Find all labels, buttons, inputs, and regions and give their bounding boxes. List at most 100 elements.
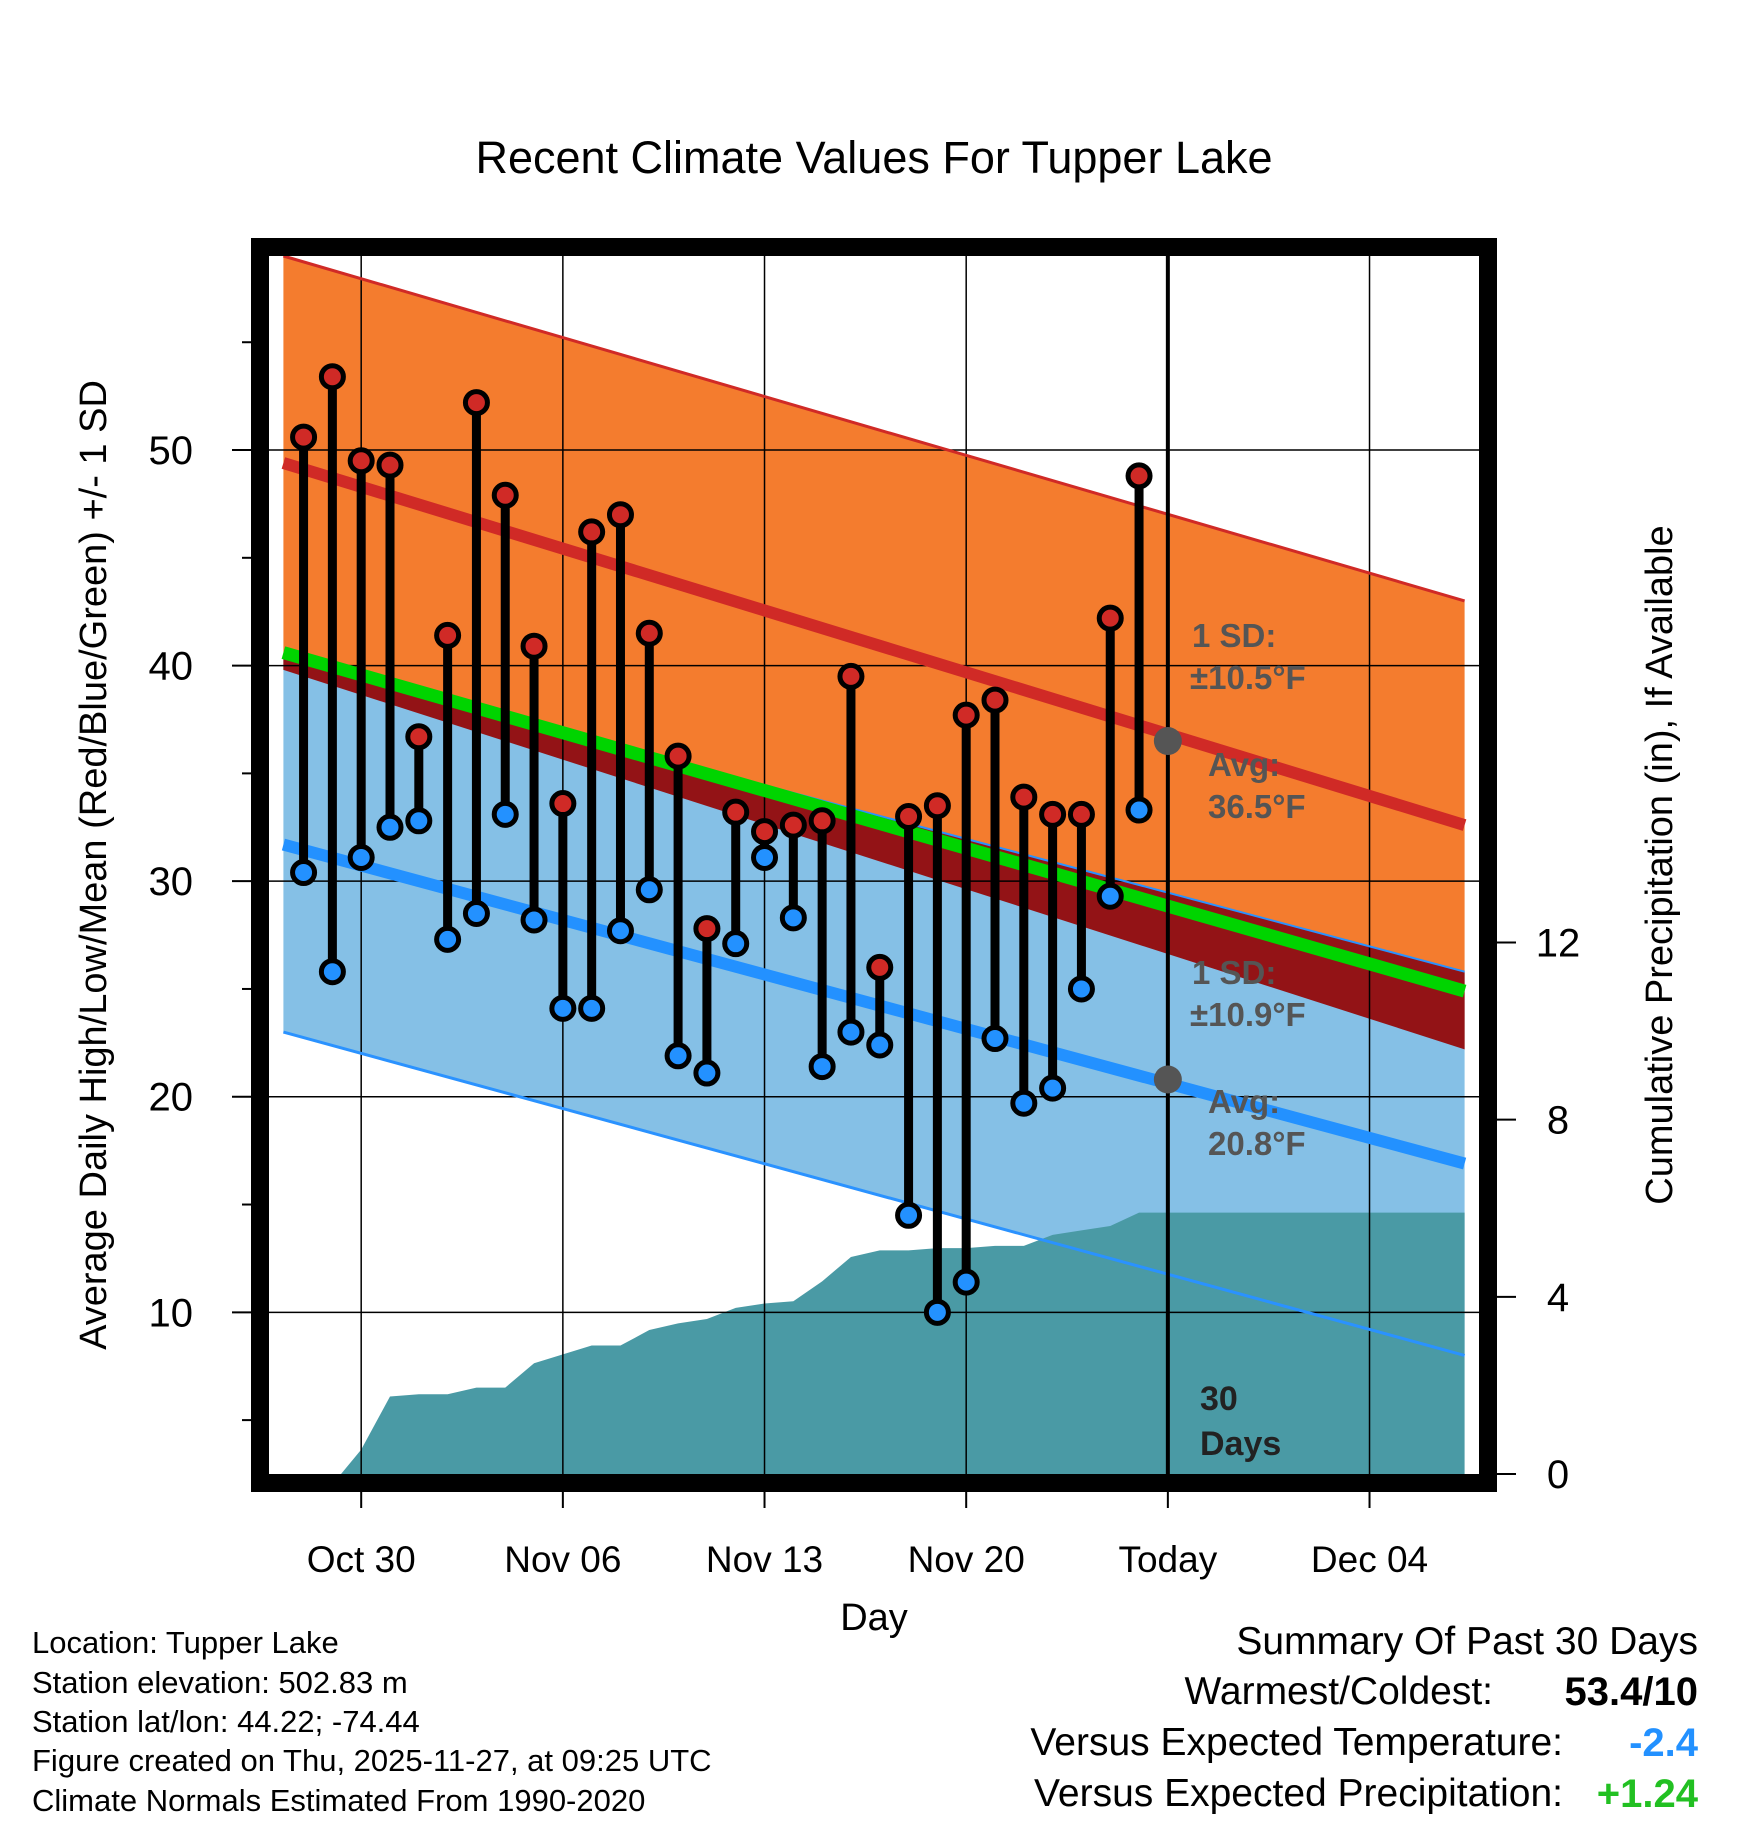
day-high-point [318, 363, 346, 391]
day-low-point [635, 876, 663, 904]
summary-title: Summary Of Past 30 Days [1236, 1620, 1698, 1663]
x-tick-label: Nov 06 [504, 1539, 621, 1580]
day-low-point [376, 813, 404, 841]
day-high-point [347, 447, 375, 475]
low-sd-value: ±10.9°F [1190, 996, 1306, 1033]
day-low-point [664, 1042, 692, 1070]
y-right-tick-label: 8 [1547, 1099, 1569, 1143]
y-axis-label-right: Cumulative Precipitation (in), If Availa… [1639, 525, 1681, 1204]
day-low-point [347, 843, 375, 871]
warm-cold-label: Warmest/Coldest: [1184, 1670, 1493, 1713]
day-low-point [520, 906, 548, 934]
day-low-point [290, 859, 318, 887]
high-avg-value: 36.5°F [1208, 788, 1306, 825]
day-low-point [462, 900, 490, 928]
y-right-tick-label: 0 [1547, 1453, 1569, 1497]
y-tick-label: 40 [149, 645, 194, 689]
day-low-point [981, 1025, 1009, 1053]
warm-cold-value: 53.4/10 [1564, 1670, 1698, 1714]
day-high-point [952, 701, 980, 729]
x-tick-label: Nov 20 [908, 1539, 1025, 1580]
station-elevation: Station elevation: 502.83 m [32, 1665, 408, 1700]
day-high-point [722, 798, 750, 826]
y-axis-left: 10 20 30 40 50 [149, 341, 251, 1422]
day-low-point [722, 930, 750, 958]
high-avg-label: Avg: [1208, 746, 1280, 783]
low-sd-lower-edge [283, 1030, 1465, 1357]
high-sd-upper-edge [282, 254, 1466, 603]
station-location: Location: Tupper Lake [32, 1625, 339, 1660]
high-sd-value: ±10.5°F [1190, 659, 1306, 696]
precip-label: Versus Expected Precipitation: [1034, 1772, 1563, 1815]
high-sd-label: 1 SD: [1192, 617, 1276, 654]
day-low-point [1096, 882, 1124, 910]
day-high-point [866, 953, 894, 981]
day-high-point [491, 481, 519, 509]
days-label-number: 30 [1200, 1380, 1238, 1418]
day-high-point [1010, 783, 1038, 811]
day-high-point [779, 811, 807, 839]
day-low-point [606, 917, 634, 945]
chart-title: Recent Climate Values For Tupper Lake [475, 132, 1272, 183]
low-sd-label: 1 SD: [1192, 954, 1276, 991]
day-low-point [405, 807, 433, 835]
day-low-point [1010, 1089, 1038, 1117]
station-latlon: Station lat/lon: 44.22; -74.44 [32, 1704, 420, 1739]
y-axis-label-left: Average Daily High/Low/Mean (Red/Blue/Gr… [73, 380, 115, 1350]
x-axis: Oct 30 Nov 06 Nov 13 Nov 20 Today Dec 04 [307, 1492, 1428, 1580]
day-high-point [290, 423, 318, 451]
precipitation-area [341, 1212, 1465, 1474]
day-low-point [491, 800, 519, 828]
day-low-point [318, 958, 346, 986]
days-label-text: Days [1200, 1425, 1281, 1463]
day-low-point [837, 1018, 865, 1046]
today-high-avg-dot [1153, 727, 1182, 756]
y-right-tick-label: 4 [1547, 1276, 1569, 1320]
daily-bars [290, 363, 1153, 1326]
temp-label: Versus Expected Temperature: [1030, 1721, 1563, 1764]
day-low-point [779, 904, 807, 932]
day-high-point [549, 790, 577, 818]
day-high-point [1039, 800, 1067, 828]
low-avg-value: 20.8°F [1208, 1125, 1306, 1162]
day-high-point [606, 501, 634, 529]
x-tick-label: Oct 30 [307, 1539, 416, 1580]
day-high-point [751, 818, 779, 846]
temp-value: -2.4 [1629, 1721, 1698, 1765]
day-low-point [895, 1201, 923, 1229]
day-high-point [1067, 800, 1095, 828]
day-high-point [981, 686, 1009, 714]
day-low-point [751, 843, 779, 871]
day-high-point [434, 621, 462, 649]
day-low-point [866, 1031, 894, 1059]
day-high-point [520, 632, 548, 660]
figure-created: Figure created on Thu, 2025-11-27, at 09… [32, 1743, 712, 1778]
today-low-avg-dot [1153, 1065, 1182, 1094]
day-low-point [1125, 796, 1153, 824]
day-low-point [434, 925, 462, 953]
day-high-point [462, 389, 490, 417]
x-tick-label: Dec 04 [1311, 1539, 1428, 1580]
y-axis-right: 0 4 8 12 [1497, 922, 1580, 1497]
y-tick-label: 50 [149, 429, 194, 473]
x-tick-label: Today [1118, 1539, 1217, 1580]
day-low-point [808, 1053, 836, 1081]
day-high-point [923, 792, 951, 820]
day-high-point [1096, 604, 1124, 632]
day-high-point [664, 742, 692, 770]
precip-value: +1.24 [1596, 1772, 1698, 1816]
day-low-point [693, 1059, 721, 1087]
day-high-point [405, 723, 433, 751]
plot-frame [251, 238, 1497, 1492]
day-high-point [693, 915, 721, 943]
day-high-point [1125, 462, 1153, 490]
day-high-point [635, 619, 663, 647]
y-tick-label: 20 [149, 1076, 194, 1120]
day-high-point [808, 807, 836, 835]
day-low-point [923, 1298, 951, 1326]
day-high-point [376, 451, 404, 479]
day-low-point [578, 994, 606, 1022]
y-right-tick-label: 12 [1536, 922, 1581, 966]
day-low-point [549, 994, 577, 1022]
